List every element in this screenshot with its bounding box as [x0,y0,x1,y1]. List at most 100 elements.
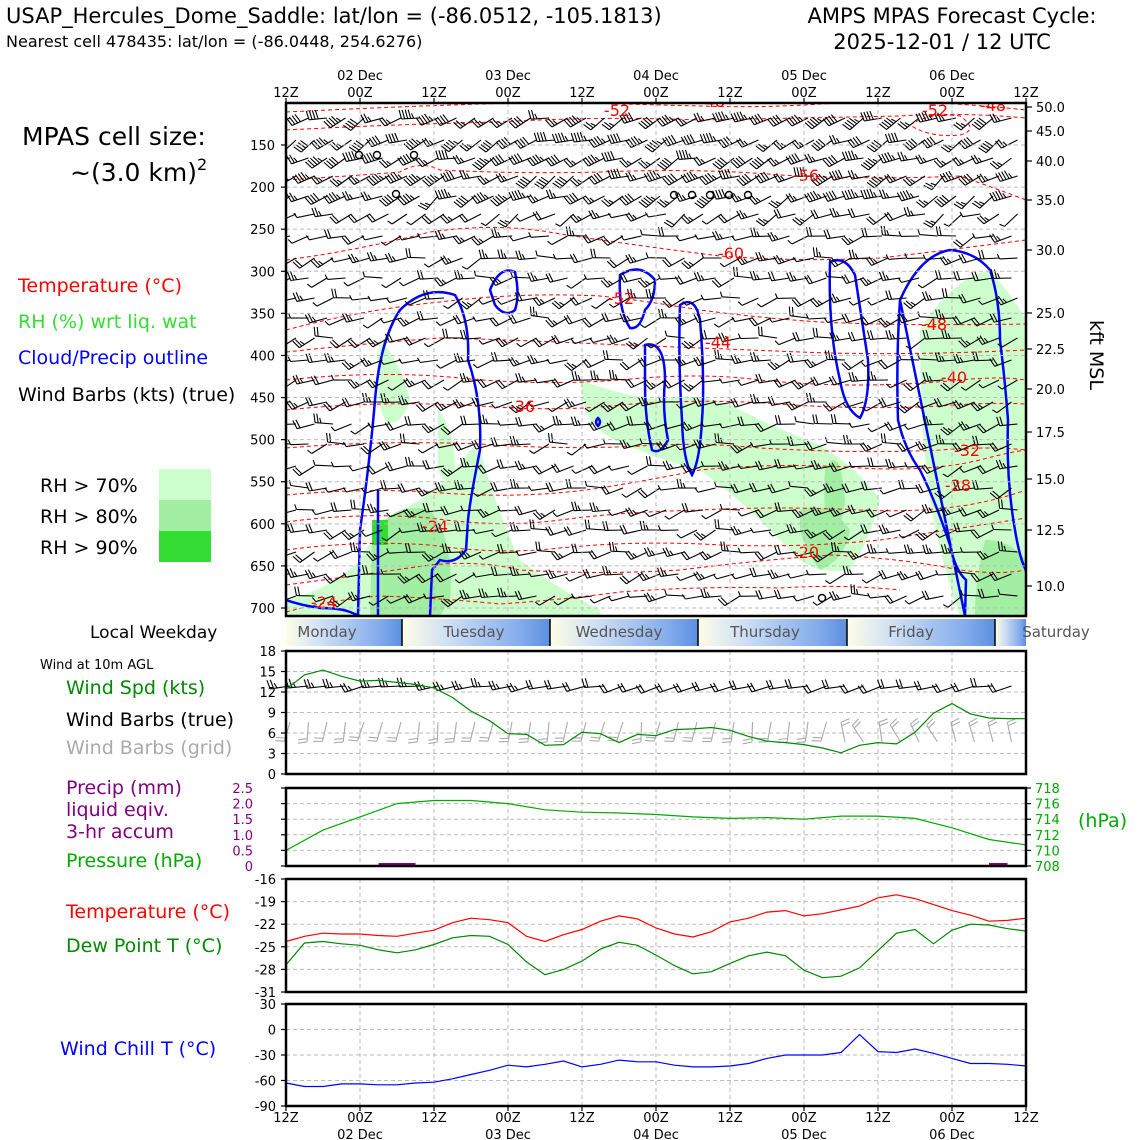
upper-air-barb [324,487,346,493]
upper-air-barb [532,211,556,221]
upper-air-barb [730,443,753,454]
upper-air-barb [478,297,500,305]
upper-air-barb [329,337,352,349]
upper-air-barb [680,134,704,146]
upper-air-barb [773,139,796,151]
upper-air-barb [421,423,445,434]
upper-air-barb [588,135,611,148]
upper-air-barb [293,212,315,219]
upper-air-barb [922,372,944,382]
bottom-day-label: 06 Dec [929,1128,975,1140]
upper-air-barb [970,401,994,412]
upper-air-barb [497,249,519,259]
upper-air-barb [885,290,907,301]
surface-barb-true [432,681,457,692]
upper-air-barb [440,423,463,435]
upper-air-barb [941,288,963,299]
upper-air-barb [867,297,889,306]
upper-air-barb [718,168,741,180]
upper-air-barb [563,157,587,168]
upper-air-barb [515,550,537,556]
upper-air-barb [731,573,753,580]
upper-air-barb [514,136,537,149]
top-time-label: 12Z [273,86,299,101]
upper-air-barb [867,457,889,468]
upper-air-barb [897,151,920,162]
precip-label-1: Precip (mm) [66,777,182,799]
upper-air-barb [915,483,938,494]
legend-barbs: Wind Barbs (kts) (true) [18,384,235,406]
upper-air-barb [286,257,297,265]
pressure-axis: 150 200 250 300 350 400 450 500 550 600 650 700 [250,139,286,617]
upper-air-barb [360,357,383,368]
upper-air-barb [347,175,371,185]
upper-air-barb [825,573,846,585]
upper-air-barb [978,139,1000,154]
upper-air-barb [546,358,568,365]
upper-air-barb [903,206,926,217]
upper-air-barb [788,306,809,319]
upper-air-barb [939,506,963,517]
upper-air-barb [749,567,772,578]
upper-air-barb [995,139,1018,149]
pressure-tick-label: 300 [250,265,275,280]
upper-air-barb [903,423,926,430]
upper-air-barb [397,317,420,327]
upper-air-barb [591,297,611,309]
upper-air-barb [884,421,907,432]
upper-air-barb [823,229,846,240]
upper-air-barb [885,548,907,554]
upper-air-barb [292,171,315,184]
upper-air-barb [971,117,994,131]
upper-air-barb [822,154,846,168]
upper-air-barb [459,589,482,600]
upper-air-barb [884,594,907,604]
upper-air-barb [471,235,494,246]
precip-y-label: 2.5 [232,782,253,797]
height-tick-label: 25.0 [1036,307,1065,322]
upper-air-barb [331,288,352,299]
upper-air-barb [943,595,963,608]
upper-air-barb [675,149,698,160]
upper-air-barb [829,169,852,181]
surface-barb-true [322,678,346,689]
y-tick-label: -60 [255,1075,276,1090]
upper-air-barb [589,502,611,513]
upper-air-barb [681,337,704,350]
upper-air-barb [958,293,981,304]
bottom-time-label: 00Z [643,1111,669,1126]
upper-air-barb [625,253,648,264]
upper-air-barb [922,329,944,340]
temperature-contour-label: -56 [793,166,819,185]
upper-air-barb [754,551,778,561]
upper-air-barb [489,117,513,129]
upper-air-barb [880,225,901,237]
temperature-contour-label: -52 [922,101,948,120]
upper-air-barb [385,132,408,144]
upper-air-barb [971,195,994,209]
bottom-time-label: 00Z [791,1111,817,1126]
cycle-value: 2025-12-01 / 12 UTC [833,30,1051,54]
bottom-day-label: 02 Dec [337,1128,383,1140]
upper-air-barb [440,255,463,265]
upper-air-barb [552,253,574,260]
top-time-label: 00Z [495,86,521,101]
upper-air-barb [997,337,1018,348]
upper-air-barb [515,416,537,427]
upper-air-barb [434,277,457,287]
upper-air-barb [553,595,574,606]
series-line [285,923,1027,979]
upper-air-barb [313,326,334,339]
upper-air-barb [915,111,938,123]
surface-barb-grid [333,721,347,744]
y-tick-label: -90 [255,1100,276,1115]
upper-air-barb [422,459,445,470]
series-line [285,1033,1027,1088]
temperature-contour-label: -24 [422,517,448,536]
upper-air-barb [341,235,365,245]
upper-air-barb [307,443,328,454]
upper-air-barb [417,195,439,211]
upper-air-barb [805,392,827,403]
upper-air-barb [384,461,408,472]
y-tick-label: -30 [255,1049,276,1064]
